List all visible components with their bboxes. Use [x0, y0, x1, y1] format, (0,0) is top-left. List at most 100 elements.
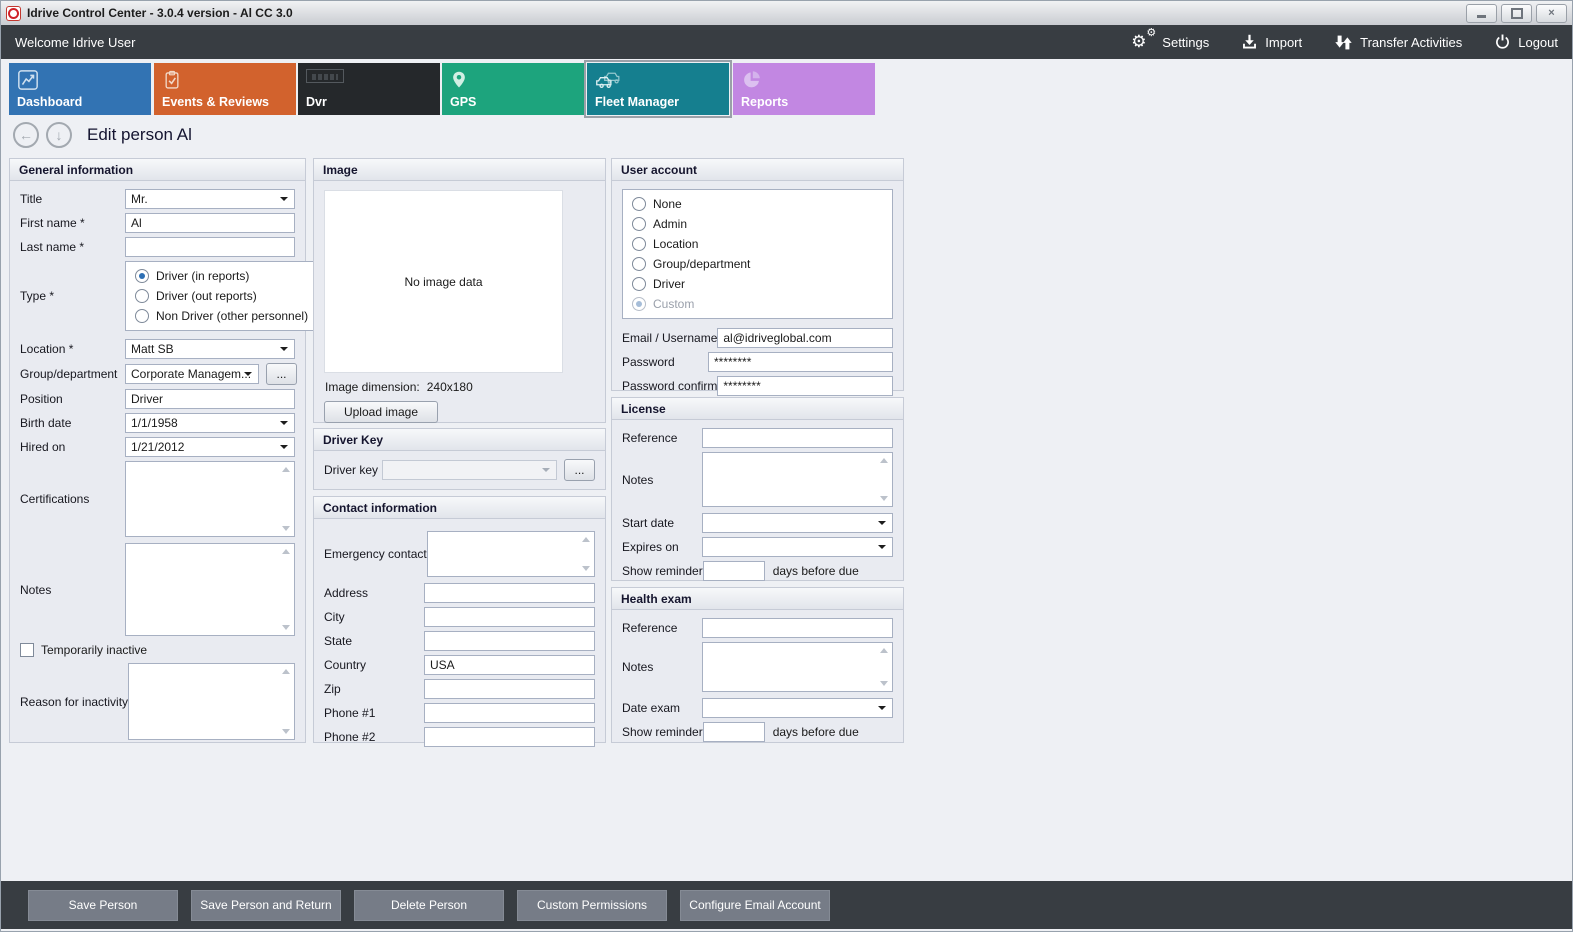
phone2-field[interactable]: [424, 727, 595, 747]
radio-non-driver[interactable]: Non Driver (other personnel): [135, 309, 308, 323]
breadcrumb: ← ↓ Edit person Al: [13, 115, 192, 155]
radio-role-admin[interactable]: Admin: [632, 217, 883, 231]
radio-icon: [632, 197, 646, 211]
tab-events-reviews[interactable]: Events & Reviews: [154, 63, 296, 115]
radio-role-driver[interactable]: Driver: [632, 277, 883, 291]
close-icon: ×: [1548, 7, 1555, 19]
license-expires-on-select[interactable]: [702, 537, 893, 557]
save-person-and-return-button[interactable]: Save Person and Return: [191, 889, 341, 921]
chevron-down-icon: [280, 347, 288, 351]
driver-key-panel: Driver Key Driver key ...: [313, 428, 606, 490]
reason-for-inactivity-textarea[interactable]: [128, 663, 295, 740]
license-days-before-due-label: days before due: [772, 564, 859, 578]
radio-role-custom[interactable]: Custom: [632, 297, 883, 311]
scroll-up-icon: [282, 467, 290, 472]
minimize-button[interactable]: [1466, 3, 1497, 23]
health-date-exam-select[interactable]: [702, 698, 893, 718]
first-name-field[interactable]: [125, 213, 295, 233]
group-department-select[interactable]: Corporate Managem...: [125, 364, 259, 384]
radio-icon: [135, 289, 149, 303]
radio-icon: [632, 217, 646, 231]
position-field[interactable]: [125, 389, 295, 409]
title-select[interactable]: Mr.: [125, 189, 295, 209]
tab-reports[interactable]: Reports: [733, 63, 875, 115]
user-account-panel: User account None Admin Location Group/d…: [611, 158, 904, 396]
group-department-label: Group/department: [20, 367, 118, 381]
delete-person-button[interactable]: Delete Person: [354, 889, 504, 921]
tab-dashboard[interactable]: Dashboard: [9, 63, 151, 115]
driver-key-more-button[interactable]: ...: [564, 459, 595, 481]
dashboard-chart-icon: [18, 70, 38, 90]
certifications-textarea[interactable]: [125, 461, 295, 537]
image-dimension-label: Image dimension:: [325, 380, 420, 394]
health-reference-field[interactable]: [702, 618, 893, 638]
state-field[interactable]: [424, 631, 595, 651]
license-reference-field[interactable]: [702, 428, 893, 448]
footer-action-bar: Save Person Save Person and Return Delet…: [1, 881, 1572, 929]
import-button[interactable]: Import: [1241, 33, 1302, 51]
page-title: Edit person Al: [87, 125, 192, 144]
tab-gps[interactable]: GPS: [442, 63, 584, 115]
tab-dvr[interactable]: Dvr: [298, 63, 440, 115]
password-field[interactable]: [708, 352, 893, 372]
license-start-date-select[interactable]: [702, 513, 893, 533]
back-button[interactable]: ←: [13, 122, 39, 148]
driver-key-header: Driver Key: [314, 429, 605, 451]
logout-button[interactable]: Logout: [1494, 33, 1558, 51]
hired-on-select[interactable]: 1/21/2012: [125, 437, 295, 457]
close-button[interactable]: ×: [1536, 3, 1567, 23]
scroll-down-icon: [880, 681, 888, 686]
health-notes-textarea[interactable]: [702, 642, 893, 692]
emergency-contact-textarea[interactable]: [426, 531, 595, 577]
upload-image-button[interactable]: Upload image: [324, 401, 438, 423]
zip-label: Zip: [324, 682, 341, 696]
certifications-label: Certifications: [20, 492, 90, 506]
notes-textarea[interactable]: [125, 543, 295, 636]
email-username-field[interactable]: [717, 328, 893, 348]
welcome-text: Welcome Idrive User: [15, 34, 136, 50]
window-title: Idrive Control Center - 3.0.4 version - …: [27, 6, 293, 20]
top-bar: Welcome Idrive User ⚙ ⚙ Settings Import T…: [1, 25, 1572, 59]
radio-role-location[interactable]: Location: [632, 237, 883, 251]
group-department-more-button[interactable]: ...: [266, 363, 297, 385]
transfer-activities-button[interactable]: Transfer Activities: [1334, 33, 1462, 52]
password-confirm-label: Password confirm: [622, 379, 718, 393]
position-label: Position: [20, 392, 63, 406]
birth-date-select[interactable]: 1/1/1958: [125, 413, 295, 433]
gear-icon: ⚙ ⚙: [1131, 27, 1157, 51]
address-field[interactable]: [424, 583, 595, 603]
license-reminder-field[interactable]: [702, 561, 765, 581]
custom-permissions-button[interactable]: Custom Permissions: [517, 889, 667, 921]
type-radio-group: Driver (in reports) Driver (out reports)…: [125, 261, 319, 331]
phone1-field[interactable]: [424, 703, 595, 723]
scroll-down-button[interactable]: ↓: [46, 122, 72, 148]
chevron-down-icon: [280, 197, 288, 201]
state-label: State: [324, 634, 353, 648]
health-reminder-field[interactable]: [702, 722, 765, 742]
license-notes-textarea[interactable]: [702, 452, 893, 507]
radio-role-group-department[interactable]: Group/department: [632, 257, 883, 271]
chevron-down-icon: [244, 372, 252, 376]
radio-driver-in-reports[interactable]: Driver (in reports): [135, 269, 308, 283]
maximize-button[interactable]: [1501, 3, 1532, 23]
password-confirm-field[interactable]: [717, 376, 893, 396]
driver-key-select[interactable]: [382, 460, 557, 480]
radio-driver-out-reports[interactable]: Driver (out reports): [135, 289, 308, 303]
user-account-header: User account: [612, 159, 903, 181]
save-person-button[interactable]: Save Person: [28, 889, 178, 921]
temporarily-inactive-checkbox[interactable]: Temporarily inactive: [20, 643, 295, 657]
zip-field[interactable]: [424, 679, 595, 699]
scroll-up-icon: [880, 648, 888, 653]
radio-icon: [135, 269, 149, 283]
settings-button[interactable]: ⚙ ⚙ Settings: [1131, 27, 1210, 51]
location-select[interactable]: Matt SB: [125, 339, 295, 359]
radio-icon: [632, 237, 646, 251]
configure-email-account-button[interactable]: Configure Email Account: [680, 889, 830, 921]
chevron-down-icon: [878, 521, 886, 525]
radio-role-none[interactable]: None: [632, 197, 883, 211]
country-field[interactable]: [424, 655, 595, 675]
tab-fleet-manager[interactable]: Fleet Manager: [587, 63, 729, 115]
last-name-field[interactable]: [125, 237, 295, 257]
city-field[interactable]: [424, 607, 595, 627]
scroll-up-icon: [582, 537, 590, 542]
